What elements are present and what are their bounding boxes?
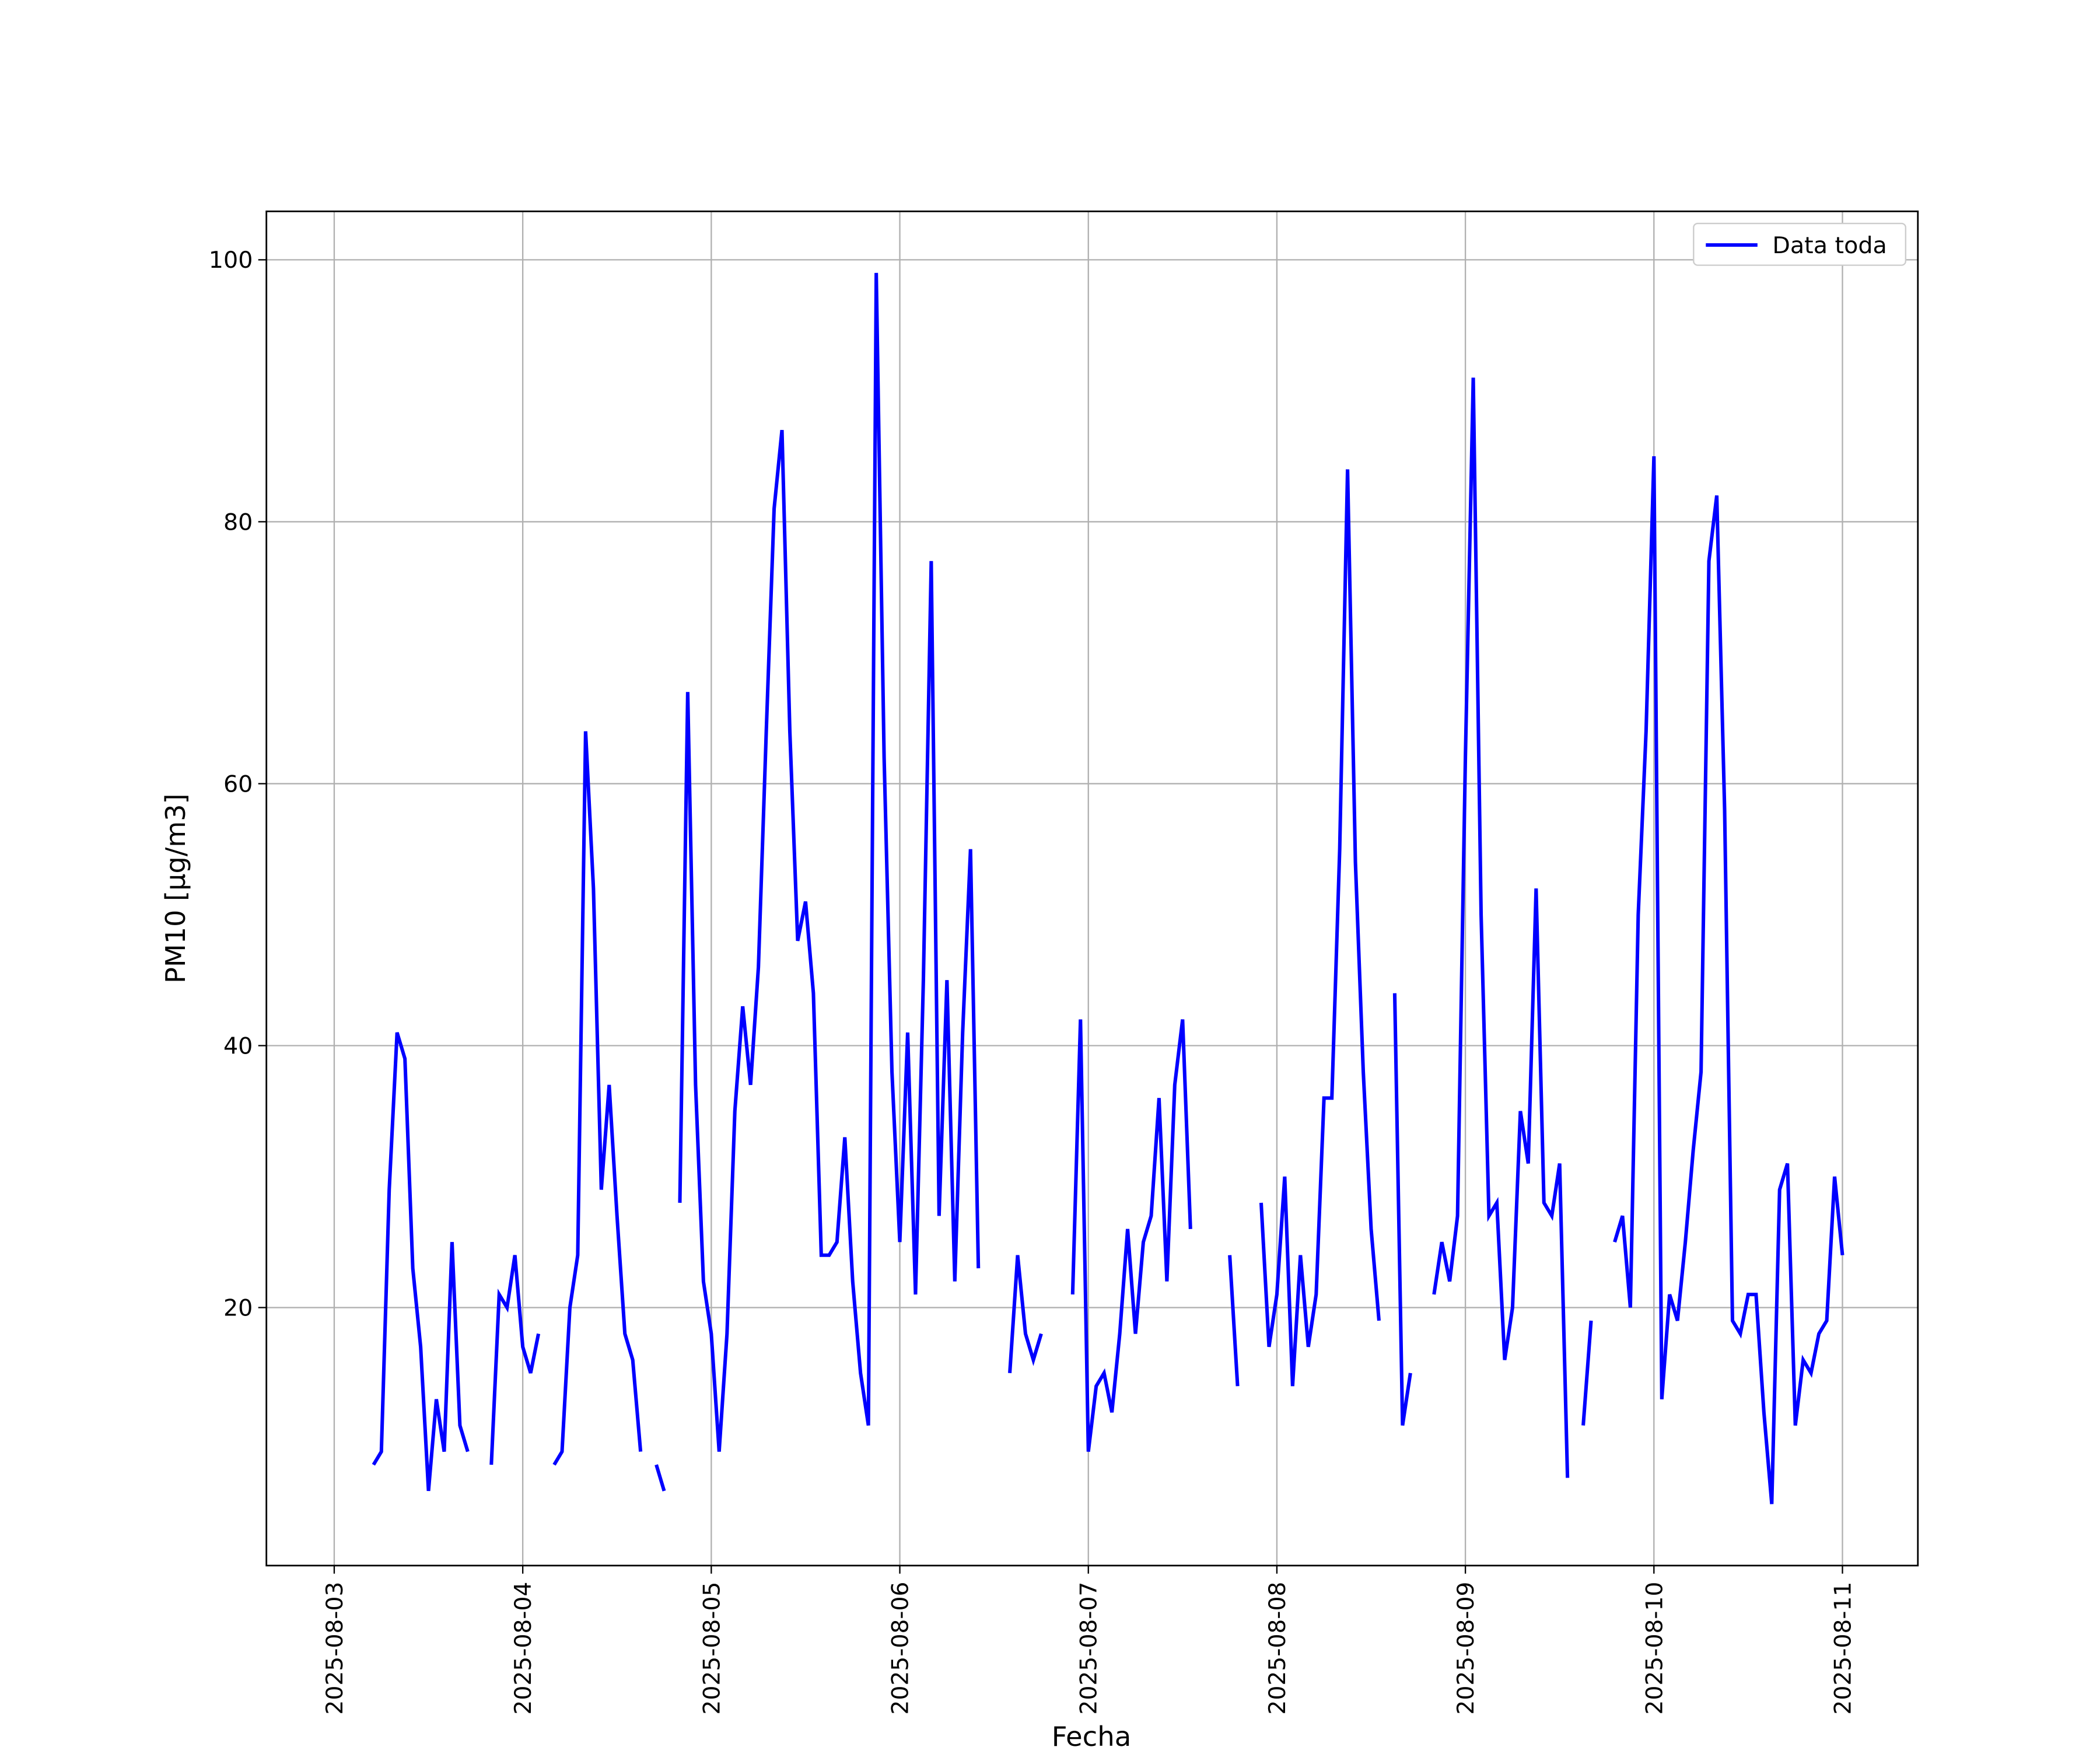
- x-tick-label: 2025-08-08: [1264, 1582, 1291, 1715]
- y-tick-label: 100: [209, 247, 253, 274]
- legend: Data toda: [1693, 222, 1906, 266]
- x-tick-label: 2025-08-04: [510, 1582, 537, 1715]
- x-tick-label: 2025-08-05: [698, 1582, 725, 1715]
- legend-box: [1693, 222, 1906, 266]
- y-tick-label: 60: [223, 771, 253, 797]
- plot-frame: [265, 210, 1919, 1567]
- y-axis-label: PM10 [μg/m3]: [160, 793, 191, 983]
- data-line: [372, 272, 1845, 1504]
- x-tick-label: 2025-08-06: [887, 1582, 914, 1715]
- y-tick-label: 40: [223, 1033, 253, 1060]
- y-tick-label: 80: [223, 509, 253, 536]
- x-tick-label: 2025-08-11: [1829, 1582, 1856, 1715]
- x-tick-label: 2025-08-03: [321, 1582, 348, 1715]
- x-axis-label: Fecha: [1052, 1721, 1132, 1750]
- y-tick-label: 20: [223, 1295, 253, 1322]
- legend-label: Data toda: [1772, 232, 1887, 259]
- x-tick-label: 2025-08-07: [1076, 1582, 1102, 1715]
- x-tick-label: 2025-08-09: [1452, 1582, 1479, 1715]
- x-tick-label: 2025-08-10: [1641, 1582, 1668, 1715]
